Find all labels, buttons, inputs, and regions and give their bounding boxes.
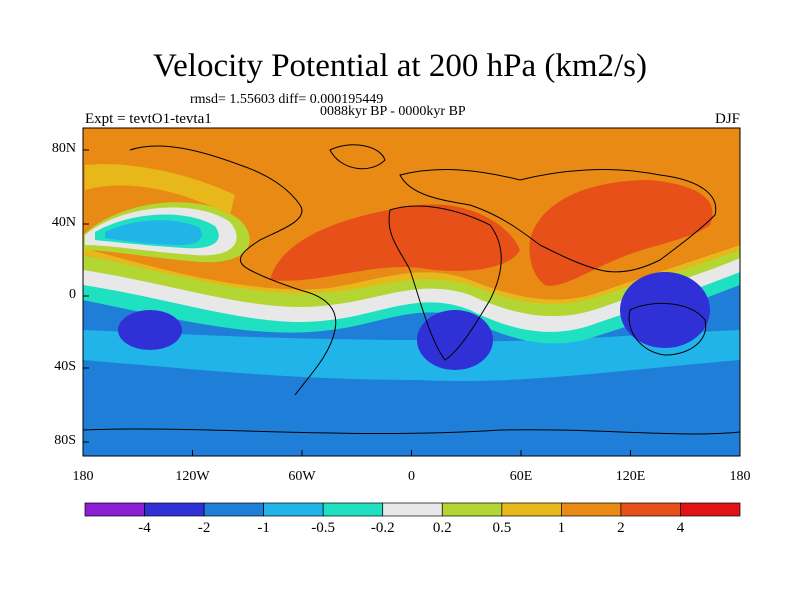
lon-tick-label: 120W (175, 469, 210, 484)
lon-tick-label: 120E (615, 469, 646, 484)
map-title: Velocity Potential at 200 hPa (km2/s) (152, 48, 648, 84)
colorbar-swatch (501, 502, 562, 517)
north-pacific-gold (85, 164, 235, 215)
colorbar-swatch (144, 502, 205, 517)
asia-red-region (529, 180, 713, 286)
lat-tick-label: 40N (51, 215, 76, 230)
axis-ticks (82, 149, 741, 456)
nw-lightblue-lobe (105, 220, 202, 246)
coastlines (83, 144, 740, 435)
colorbar-swatch (84, 502, 145, 517)
colorbar-swatch (561, 502, 622, 517)
north-america-coast (129, 145, 303, 291)
lat-tick-label: 80N (51, 141, 76, 156)
lon-tick-label: 60W (288, 469, 316, 484)
south-america-coast (294, 289, 337, 396)
eurasia-coast (399, 169, 717, 273)
antarctica-coast (83, 428, 740, 435)
colorbar-label: 0.2 (432, 520, 452, 536)
lat-tick-label: 0 (69, 287, 76, 302)
colorbar-swatch (322, 502, 384, 517)
colorbar-swatch (203, 502, 264, 517)
colorbar-label: 1 (557, 520, 566, 536)
lon-tick-label: 0 (408, 469, 415, 484)
colorbar-label: -1 (257, 520, 270, 536)
colorbar-swatch (680, 502, 741, 517)
colorbar-label: -2 (197, 520, 211, 536)
australia-coast (628, 302, 707, 356)
experiment-label: Expt = tevtO1-tevta1 (85, 111, 212, 127)
lon-tick-label: 60E (509, 469, 533, 484)
africa-coast (388, 205, 502, 361)
lon-tick-label: 180 (729, 469, 751, 484)
colorbar-label: 0.5 (492, 520, 512, 536)
season-label: DJF (714, 111, 740, 127)
light-blue-band (83, 330, 740, 381)
colorbar-label: -0.2 (370, 520, 395, 536)
contour-field (83, 128, 740, 456)
colorbar-label: -0.5 (311, 520, 336, 536)
period-line: 0088kyr BP - 0000kyr BP (320, 104, 466, 119)
pacific-blue-pool (118, 310, 182, 350)
africa-blue-pool (417, 310, 493, 370)
lon-tick-label: 180 (72, 469, 94, 484)
colorbar-label: -4 (138, 520, 151, 536)
colorbar-label: 2 (617, 520, 625, 536)
australia-blue-pool (620, 272, 710, 348)
lat-tick-label: 80S (54, 433, 76, 448)
lat-tick-label: 40S (54, 359, 76, 374)
colorbar-label: 4 (676, 520, 685, 536)
stats-line: rmsd= 1.55603 diff= 0.000195449 (190, 92, 384, 107)
colorbar (84, 502, 741, 517)
colorbar-swatch (382, 502, 443, 517)
colorbar-swatch (441, 502, 503, 517)
greenland-coast (329, 144, 386, 170)
colorbar-swatch (263, 502, 324, 517)
colorbar-swatch (620, 502, 681, 517)
